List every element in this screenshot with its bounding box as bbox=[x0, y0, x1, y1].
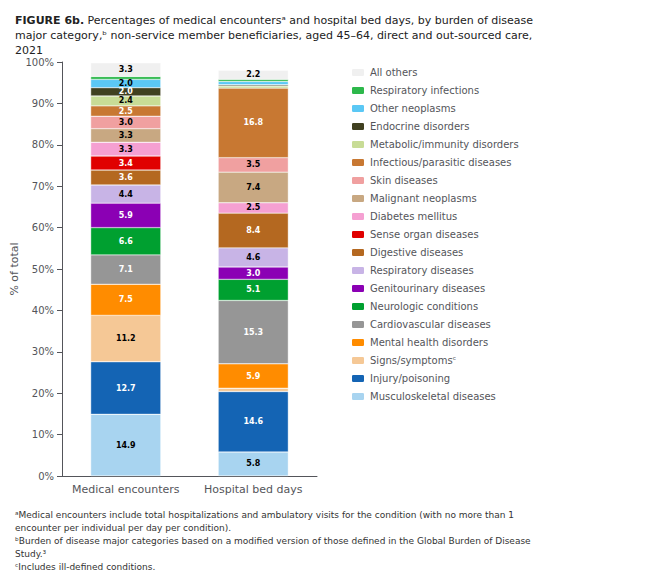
svg-text:major category,ᵇ non-service m: major category,ᵇ non-service member bene… bbox=[15, 29, 536, 42]
svg-text:70%: 70% bbox=[32, 181, 54, 192]
svg-text:All others: All others bbox=[370, 67, 417, 78]
svg-text:Medical encounters: Medical encounters bbox=[72, 483, 180, 496]
svg-text:2.5: 2.5 bbox=[119, 107, 134, 116]
svg-text:4.4: 4.4 bbox=[119, 190, 134, 199]
svg-text:Respiratory infections: Respiratory infections bbox=[370, 85, 479, 96]
svg-text:30%: 30% bbox=[32, 346, 54, 357]
svg-text:Hospital bed days: Hospital bed days bbox=[204, 483, 303, 496]
svg-text:0%: 0% bbox=[38, 471, 54, 482]
svg-text:Cardiovascular diseases: Cardiovascular diseases bbox=[370, 319, 491, 330]
svg-text:2.4: 2.4 bbox=[119, 96, 134, 105]
svg-text:20%: 20% bbox=[32, 388, 54, 399]
svg-text:2.0: 2.0 bbox=[119, 87, 134, 96]
svg-text:Study.³: Study.³ bbox=[15, 549, 47, 559]
svg-text:100%: 100% bbox=[25, 57, 54, 68]
svg-text:Infectious/parasitic diseases: Infectious/parasitic diseases bbox=[370, 157, 511, 168]
svg-text:Malignant neoplasms: Malignant neoplasms bbox=[370, 193, 477, 204]
svg-text:Sense organ diseases: Sense organ diseases bbox=[370, 229, 479, 240]
svg-text:7.1: 7.1 bbox=[119, 265, 134, 274]
svg-text:5.9: 5.9 bbox=[119, 211, 134, 220]
svg-text:3.5: 3.5 bbox=[246, 160, 261, 169]
svg-text:ᶜIncludes ill-defined conditio: ᶜIncludes ill-defined conditions. bbox=[15, 562, 155, 572]
svg-text:12.7: 12.7 bbox=[116, 384, 136, 393]
svg-text:7.5: 7.5 bbox=[119, 295, 134, 304]
svg-text:40%: 40% bbox=[32, 305, 54, 316]
svg-text:14.9: 14.9 bbox=[116, 441, 136, 450]
svg-text:ᵇBurden of disease major categ: ᵇBurden of disease major categories base… bbox=[15, 536, 534, 546]
svg-text:Other neoplasms: Other neoplasms bbox=[370, 103, 456, 114]
svg-text:3.3: 3.3 bbox=[119, 145, 133, 154]
svg-text:Digestive diseases: Digestive diseases bbox=[370, 247, 463, 258]
svg-text:3.6: 3.6 bbox=[119, 173, 134, 182]
svg-text:90%: 90% bbox=[32, 98, 54, 109]
svg-text:3.0: 3.0 bbox=[119, 118, 134, 127]
svg-text:% of total: % of total bbox=[8, 242, 21, 295]
svg-text:ᵃMedical encounters include to: ᵃMedical encounters include total hospit… bbox=[15, 510, 517, 520]
svg-text:8.4: 8.4 bbox=[246, 226, 261, 235]
svg-text:11.2: 11.2 bbox=[116, 334, 136, 343]
svg-text:Endocrine disorders: Endocrine disorders bbox=[370, 121, 469, 132]
svg-text:7.4: 7.4 bbox=[246, 183, 261, 192]
svg-text:Genitourinary diseases: Genitourinary diseases bbox=[370, 283, 485, 294]
svg-text:4.6: 4.6 bbox=[246, 253, 261, 262]
svg-text:80%: 80% bbox=[32, 139, 54, 150]
svg-text:Mental health disorders: Mental health disorders bbox=[370, 337, 488, 348]
svg-text:Musculoskeletal diseases: Musculoskeletal diseases bbox=[370, 391, 496, 402]
svg-text:Respiratory diseases: Respiratory diseases bbox=[370, 265, 474, 276]
svg-text:Neurologic conditions: Neurologic conditions bbox=[370, 301, 478, 312]
svg-text:2.0: 2.0 bbox=[119, 79, 134, 88]
svg-text:Metabolic/immunity disorders: Metabolic/immunity disorders bbox=[370, 139, 519, 150]
svg-text:Percentages of medical encount: Percentages of medical encountersᵃ and h… bbox=[84, 14, 536, 27]
svg-text:FIGURE 6b.: FIGURE 6b. bbox=[15, 14, 84, 27]
svg-text:16.8: 16.8 bbox=[243, 118, 263, 127]
svg-text:5.8: 5.8 bbox=[246, 459, 261, 468]
svg-text:60%: 60% bbox=[32, 222, 54, 233]
svg-text:6.6: 6.6 bbox=[119, 237, 134, 246]
svg-text:2.5: 2.5 bbox=[246, 203, 261, 212]
svg-text:3.3: 3.3 bbox=[119, 65, 133, 74]
svg-text:10%: 10% bbox=[32, 429, 54, 440]
svg-text:Diabetes mellitus: Diabetes mellitus bbox=[370, 211, 457, 222]
svg-text:2021: 2021 bbox=[15, 44, 43, 57]
svg-text:2.2: 2.2 bbox=[246, 70, 260, 79]
svg-text:Skin diseases: Skin diseases bbox=[370, 175, 438, 186]
svg-text:3.4: 3.4 bbox=[119, 159, 134, 168]
svg-text:14.6: 14.6 bbox=[243, 417, 263, 426]
svg-text:3.3: 3.3 bbox=[119, 131, 133, 140]
svg-text:encounter per individual per d: encounter per individual per day per con… bbox=[15, 523, 231, 533]
svg-text:15.3: 15.3 bbox=[243, 328, 263, 337]
svg-text:5.9: 5.9 bbox=[246, 372, 261, 381]
svg-text:50%: 50% bbox=[32, 264, 54, 275]
svg-text:3.0: 3.0 bbox=[246, 269, 261, 278]
svg-text:5.1: 5.1 bbox=[246, 285, 261, 294]
svg-text:Signs/symptomsᶜ: Signs/symptomsᶜ bbox=[370, 355, 457, 366]
svg-text:Injury/poisoning: Injury/poisoning bbox=[370, 373, 450, 384]
